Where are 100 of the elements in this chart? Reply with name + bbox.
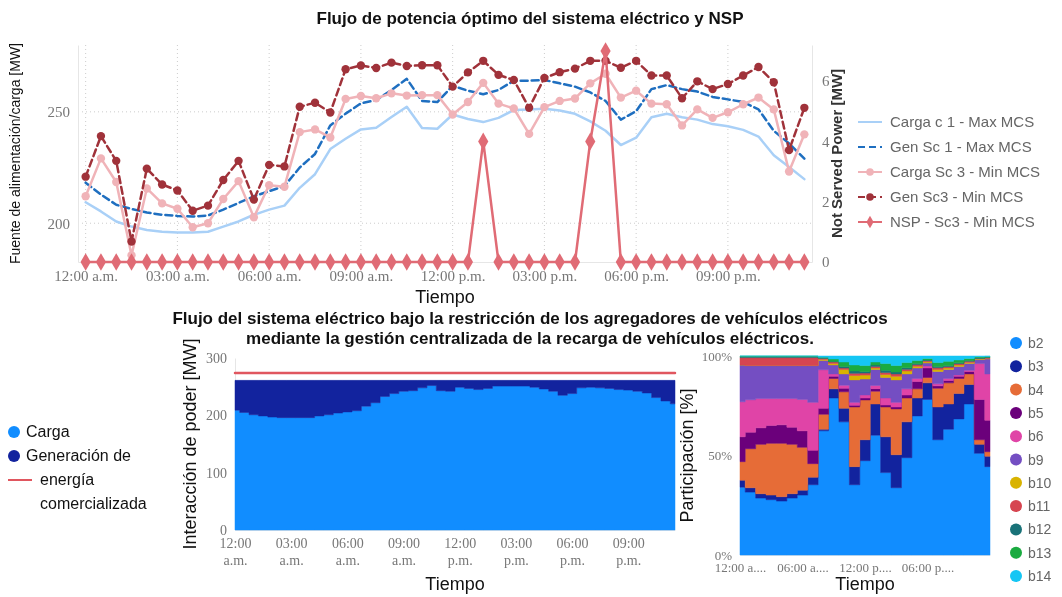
point bbox=[723, 79, 733, 89]
point bbox=[96, 131, 106, 141]
y2-axis-title: Not Served Power [MW] bbox=[828, 68, 845, 239]
x-tick-label: 09:00 a.m. bbox=[388, 535, 420, 568]
legend-label: Carga bbox=[26, 423, 70, 440]
point bbox=[280, 162, 289, 171]
point bbox=[219, 175, 228, 185]
x-tick-label: 12:00 p.... bbox=[839, 560, 892, 576]
point bbox=[81, 172, 90, 181]
point bbox=[479, 56, 488, 65]
point bbox=[586, 79, 595, 88]
point bbox=[387, 58, 396, 67]
legend-label: Carga c 1 - Max MCS bbox=[890, 113, 1035, 130]
x-tick-label: 06:00 a.m. bbox=[237, 267, 302, 284]
x-tick-label: 09:00 p.m. bbox=[612, 535, 645, 568]
point bbox=[754, 62, 763, 72]
point bbox=[96, 154, 106, 163]
point bbox=[326, 108, 335, 117]
y-axis-title: Interacción de poder [MW] bbox=[180, 338, 200, 550]
legend-label: energía comercializada bbox=[40, 471, 147, 512]
x-tick-label: 12:00 a.m. bbox=[219, 535, 252, 568]
point bbox=[494, 70, 503, 80]
x-axis-title: Tiempo bbox=[415, 287, 475, 307]
point bbox=[372, 94, 381, 103]
y-tick-label: 50% bbox=[708, 448, 733, 464]
legend-label: Gen Sc3 - Min MCS bbox=[890, 188, 1024, 205]
legend-label: b2 bbox=[1028, 335, 1044, 351]
x-tick-label: 03:00 p.m. bbox=[512, 267, 578, 284]
point bbox=[264, 180, 274, 190]
y-tick-label: 200 bbox=[47, 215, 70, 232]
point bbox=[234, 156, 243, 166]
x-tick-label: 03:00 a.m. bbox=[275, 535, 308, 568]
point bbox=[219, 194, 228, 204]
point bbox=[769, 78, 778, 87]
point bbox=[662, 100, 671, 109]
x-tick-label: 09:00 a.m. bbox=[329, 267, 394, 284]
point bbox=[249, 213, 259, 222]
legend-label: b9 bbox=[1028, 451, 1044, 468]
point bbox=[494, 99, 503, 108]
point bbox=[693, 77, 702, 86]
point bbox=[326, 133, 335, 142]
point bbox=[784, 145, 794, 155]
y-tick-label: 100% bbox=[701, 348, 733, 364]
point bbox=[356, 61, 366, 70]
point bbox=[540, 73, 549, 83]
y2-tick-label: 0 bbox=[822, 254, 830, 271]
point bbox=[631, 86, 641, 95]
point bbox=[203, 201, 213, 210]
legend-label: Carga Sc 3 - Min MCS bbox=[890, 163, 1041, 180]
point bbox=[417, 90, 427, 100]
y-tick-label: 300 bbox=[206, 350, 227, 366]
point bbox=[249, 195, 259, 204]
point bbox=[754, 93, 763, 102]
point bbox=[693, 105, 702, 114]
point bbox=[417, 61, 427, 70]
y-tick-label: 250 bbox=[47, 104, 70, 121]
point bbox=[81, 192, 90, 201]
point bbox=[448, 82, 457, 91]
point bbox=[188, 206, 197, 215]
point bbox=[708, 84, 717, 94]
point bbox=[723, 108, 733, 117]
point bbox=[310, 125, 320, 134]
x-tick-label: 06:00 p.... bbox=[901, 560, 955, 576]
point bbox=[310, 98, 320, 107]
y-axis-title: Participación [%] bbox=[677, 388, 697, 523]
point bbox=[739, 100, 748, 109]
legend-label: b4 bbox=[1028, 381, 1044, 398]
legend-label: b10 bbox=[1028, 474, 1052, 491]
point bbox=[586, 56, 595, 65]
point bbox=[142, 184, 151, 193]
y2-tick-label: 6 bbox=[822, 73, 830, 90]
point bbox=[157, 199, 167, 208]
x-tick-label: 03:00 p.m. bbox=[500, 535, 533, 568]
y-tick-label: 0% bbox=[714, 547, 733, 563]
point bbox=[433, 90, 442, 100]
point bbox=[372, 63, 381, 73]
point bbox=[402, 91, 411, 100]
point bbox=[677, 94, 687, 103]
x-tick-label: 12:00 p.m. bbox=[444, 535, 477, 568]
point bbox=[387, 89, 396, 98]
point bbox=[188, 223, 197, 232]
y-axis-title: Fuente de alimentación/carga [MW] bbox=[7, 43, 23, 264]
point bbox=[555, 68, 564, 77]
point bbox=[157, 180, 167, 189]
point bbox=[677, 121, 687, 130]
point bbox=[555, 96, 564, 106]
point bbox=[509, 75, 518, 85]
legend-label: Generación de bbox=[26, 447, 132, 464]
point bbox=[662, 71, 671, 80]
point bbox=[647, 71, 656, 80]
point bbox=[341, 65, 350, 74]
point bbox=[524, 129, 534, 139]
point bbox=[203, 219, 213, 228]
point bbox=[739, 71, 748, 80]
point bbox=[173, 186, 182, 195]
legend-label: b13 bbox=[1028, 544, 1052, 561]
x-tick-label: 12:00 a.... bbox=[714, 560, 767, 576]
legend-label: Gen Sc 1 - Max MCS bbox=[890, 138, 1032, 155]
point bbox=[295, 102, 304, 111]
point bbox=[463, 68, 473, 77]
